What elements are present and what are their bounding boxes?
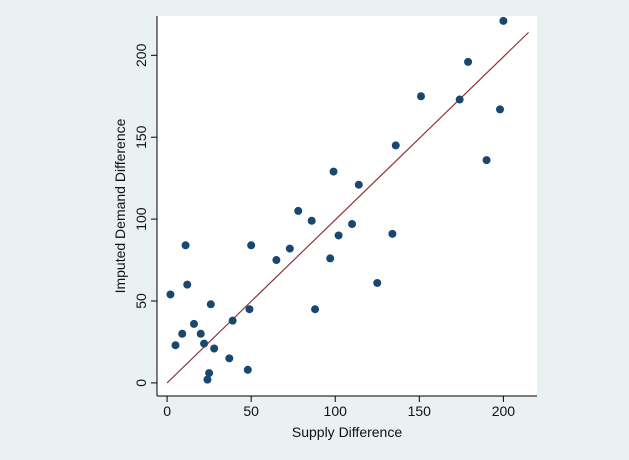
data-point: [183, 280, 192, 289]
fit-line: [166, 31, 530, 384]
x-tick-label: 50: [243, 403, 259, 419]
plot-background: [157, 16, 537, 396]
y-tick-label: 150: [133, 125, 149, 149]
x-tick-label: 0: [163, 403, 171, 419]
data-point: [348, 220, 357, 229]
data-point: [189, 319, 198, 328]
data-point: [311, 305, 320, 314]
data-point: [499, 16, 508, 25]
data-point: [206, 300, 215, 309]
data-point: [228, 316, 237, 325]
data-point: [171, 341, 180, 350]
data-point: [225, 354, 234, 363]
data-point: [464, 57, 473, 66]
data-point: [388, 229, 397, 238]
data-point: [203, 375, 212, 384]
data-point: [166, 290, 175, 299]
data-point: [178, 329, 187, 338]
data-point: [294, 206, 303, 215]
data-point: [482, 156, 491, 165]
data-point: [496, 105, 505, 114]
x-tick-label: 150: [408, 403, 432, 419]
data-point: [247, 241, 256, 250]
data-point: [373, 278, 382, 287]
y-tick-label: 50: [133, 293, 149, 309]
data-point: [285, 244, 294, 253]
x-axis-title: Supply Difference: [292, 424, 402, 440]
y-tick-label: 100: [133, 207, 149, 231]
data-point: [416, 92, 425, 101]
data-point: [391, 141, 400, 150]
y-axis-title: Imputed Demand Difference: [112, 118, 128, 293]
y-tick-label: 200: [133, 43, 149, 67]
data-point: [354, 180, 363, 189]
data-point: [329, 167, 338, 176]
data-point: [210, 344, 219, 353]
data-point: [181, 241, 190, 250]
data-point: [245, 305, 254, 314]
x-tick-label: 200: [492, 403, 516, 419]
data-point: [307, 216, 316, 225]
x-tick-label: 100: [324, 403, 348, 419]
data-point: [205, 369, 214, 378]
data-point: [272, 256, 281, 265]
data-point: [243, 365, 252, 374]
data-point: [196, 329, 205, 338]
data-point: [334, 231, 343, 240]
data-point: [326, 254, 335, 263]
data-point: [455, 95, 464, 104]
data-point: [200, 339, 209, 348]
y-tick-label: 0: [133, 379, 149, 387]
